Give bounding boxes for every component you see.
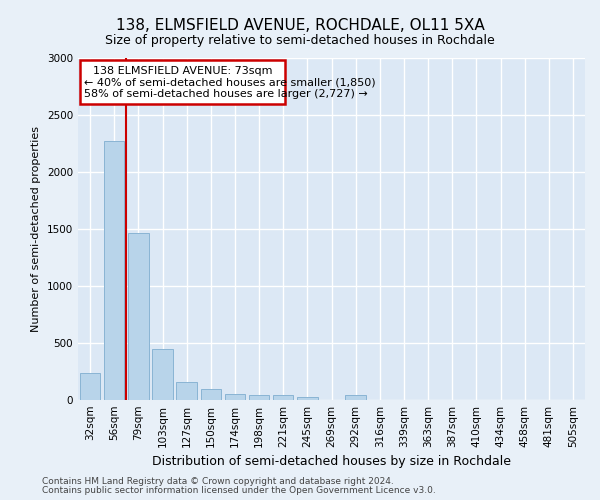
Bar bbox=[104, 141, 124, 400]
Text: 138, ELMSFIELD AVENUE, ROCHDALE, OL11 5XA: 138, ELMSFIELD AVENUE, ROCHDALE, OL11 5X… bbox=[116, 18, 484, 32]
Bar bbox=[176, 382, 197, 400]
Text: 58% of semi-detached houses are larger (2,727) →: 58% of semi-detached houses are larger (… bbox=[83, 89, 367, 99]
FancyBboxPatch shape bbox=[80, 60, 285, 104]
Bar bbox=[249, 395, 269, 400]
X-axis label: Distribution of semi-detached houses by size in Rochdale: Distribution of semi-detached houses by … bbox=[152, 456, 511, 468]
Bar bbox=[273, 396, 293, 400]
Text: Contains HM Land Registry data © Crown copyright and database right 2024.: Contains HM Land Registry data © Crown c… bbox=[42, 477, 394, 486]
Bar bbox=[80, 372, 100, 400]
Bar bbox=[128, 234, 149, 400]
Bar bbox=[346, 396, 366, 400]
Y-axis label: Number of semi-detached properties: Number of semi-detached properties bbox=[31, 126, 41, 332]
Bar bbox=[224, 394, 245, 400]
Text: Contains public sector information licensed under the Open Government Licence v3: Contains public sector information licen… bbox=[42, 486, 436, 495]
Bar bbox=[200, 388, 221, 400]
Bar bbox=[297, 396, 317, 400]
Text: 138 ELMSFIELD AVENUE: 73sqm: 138 ELMSFIELD AVENUE: 73sqm bbox=[93, 66, 272, 76]
Text: Size of property relative to semi-detached houses in Rochdale: Size of property relative to semi-detach… bbox=[105, 34, 495, 47]
Text: ← 40% of semi-detached houses are smaller (1,850): ← 40% of semi-detached houses are smalle… bbox=[83, 78, 375, 88]
Bar bbox=[152, 348, 173, 400]
